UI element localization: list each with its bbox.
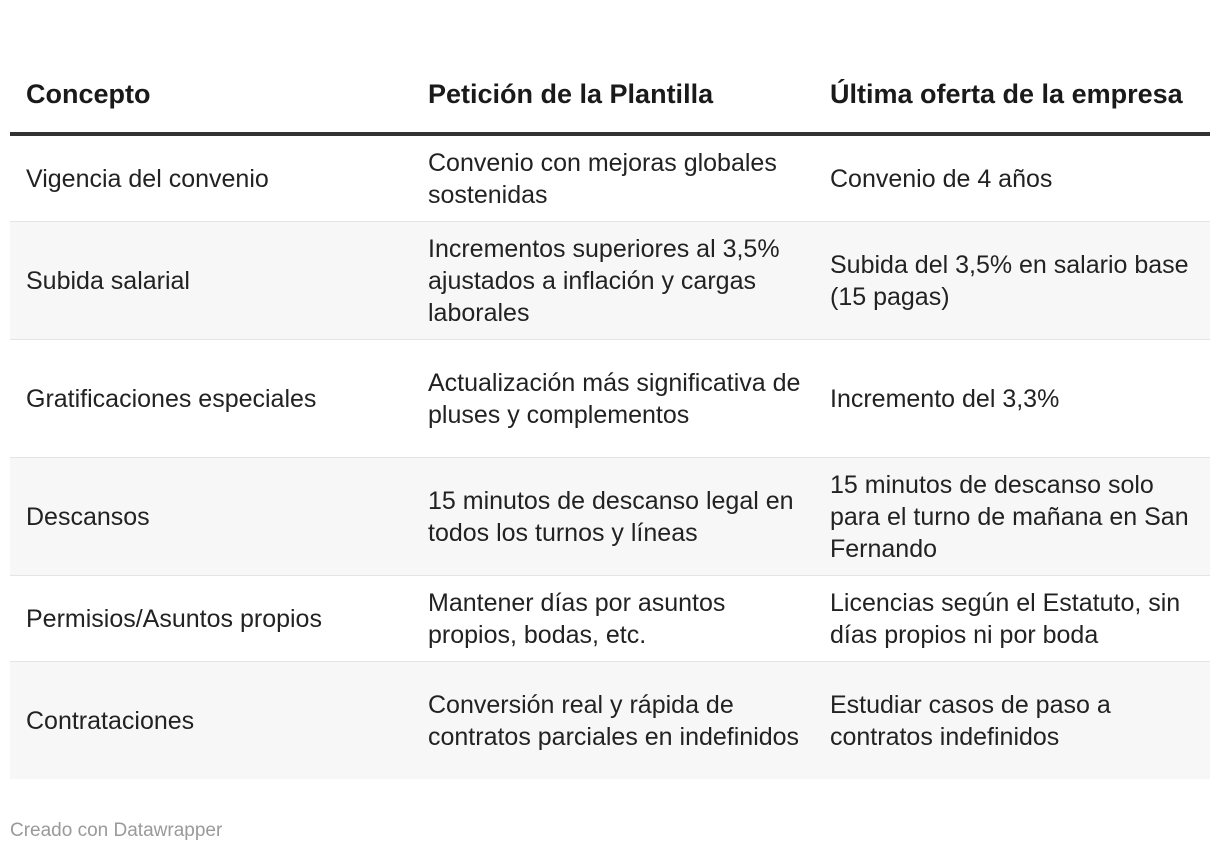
cell-peticion: Mantener días por asuntos propios, bodas… xyxy=(428,588,726,649)
cell-oferta: Estudiar casos de paso a contratos indef… xyxy=(830,690,1111,751)
header-concepto: Concepto xyxy=(26,79,151,109)
table-row: Permisios/Asuntos propios Mantener días … xyxy=(10,576,1210,662)
cell-peticion: Incrementos superiores al 3,5% ajustados… xyxy=(428,234,780,327)
cell-peticion: Conversión real y rápida de contratos pa… xyxy=(428,690,800,751)
header-peticion-plantilla: Petición de la Plantilla xyxy=(428,79,714,109)
cell-peticion: Actualización más significativa de pluse… xyxy=(428,368,801,429)
table-row: Gratificaciones especiales Actualización… xyxy=(10,340,1210,458)
header-ultima-oferta: Última oferta de la empresa xyxy=(830,79,1183,109)
cell-oferta: Licencias según el Estatuto, sin días pr… xyxy=(830,588,1181,649)
cell-peticion: Convenio con mejoras globales sostenidas xyxy=(428,148,777,209)
cell-oferta: 15 minutos de descanso solo para el turn… xyxy=(830,470,1189,563)
comparison-table: Concepto Petición de la Plantilla Última… xyxy=(10,0,1210,779)
table-row: Vigencia del convenio Convenio con mejor… xyxy=(10,136,1210,222)
table-row: Subida salarial Incrementos superiores a… xyxy=(10,222,1210,340)
datawrapper-credit: Creado con Datawrapper xyxy=(10,820,223,841)
cell-concepto: Subida salarial xyxy=(26,266,190,295)
table-row: Descansos 15 minutos de descanso legal e… xyxy=(10,458,1210,576)
cell-concepto: Gratificaciones especiales xyxy=(26,384,317,413)
cell-oferta: Convenio de 4 años xyxy=(830,164,1053,193)
table-header-row: Concepto Petición de la Plantilla Última… xyxy=(10,0,1210,136)
cell-concepto: Vigencia del convenio xyxy=(26,164,269,193)
cell-concepto: Descansos xyxy=(26,502,150,531)
cell-peticion: 15 minutos de descanso legal en todos lo… xyxy=(428,486,794,547)
cell-oferta: Incremento del 3,3% xyxy=(830,384,1060,413)
cell-concepto: Permisios/Asuntos propios xyxy=(26,604,322,633)
table-row: Contrataciones Conversión real y rápida … xyxy=(10,662,1210,779)
cell-oferta: Subida del 3,5% en salario base (15 paga… xyxy=(830,250,1189,311)
cell-concepto: Contrataciones xyxy=(26,706,195,735)
